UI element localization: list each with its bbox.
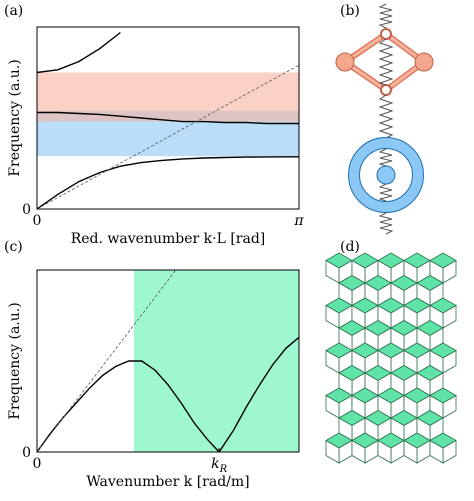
rhombus: [429, 439, 444, 464]
axes-frame: [36, 26, 300, 210]
y-tick-label: 0: [22, 202, 31, 218]
curve: [37, 336, 299, 452]
rhombus: [325, 259, 340, 284]
band: [37, 72, 299, 122]
plot-area: [37, 270, 299, 452]
x-tick-label: 0: [33, 213, 42, 229]
curve: [37, 31, 121, 74]
y-axis-label: Frequency (a.u.): [7, 59, 23, 176]
x-axis-label: Red. wavenumber k·L [rad]: [71, 231, 266, 247]
x-tick-label: kR: [211, 456, 227, 475]
rhombus: [377, 439, 392, 464]
band: [133, 270, 299, 452]
y-axis-label: Frequency (a.u.): [7, 302, 23, 419]
x-tick-label: π: [293, 213, 304, 229]
rhombus: [325, 304, 340, 329]
curve: [37, 64, 299, 209]
y-tick-label: 0: [22, 445, 31, 461]
rhombus: [325, 394, 340, 419]
rhombus: [325, 439, 340, 464]
panel-label: (b): [340, 3, 360, 19]
rhombus: [325, 349, 340, 374]
x-tick-label: 0: [33, 456, 42, 472]
curve: [37, 111, 299, 125]
mass-spring-diagram: [335, 3, 434, 235]
axes-frame: [36, 269, 300, 453]
curve: [37, 156, 299, 209]
plot-area: [37, 31, 299, 209]
rhombus-tiling: [325, 252, 457, 464]
rhombus: [351, 439, 366, 464]
panel-label: (c): [4, 239, 23, 255]
panel-label: (a): [4, 3, 23, 19]
curve: [37, 270, 177, 452]
rhombus: [403, 439, 418, 464]
x-axis-label: Wavenumber k [rad/m]: [86, 474, 249, 490]
panel-label: (d): [340, 239, 360, 255]
